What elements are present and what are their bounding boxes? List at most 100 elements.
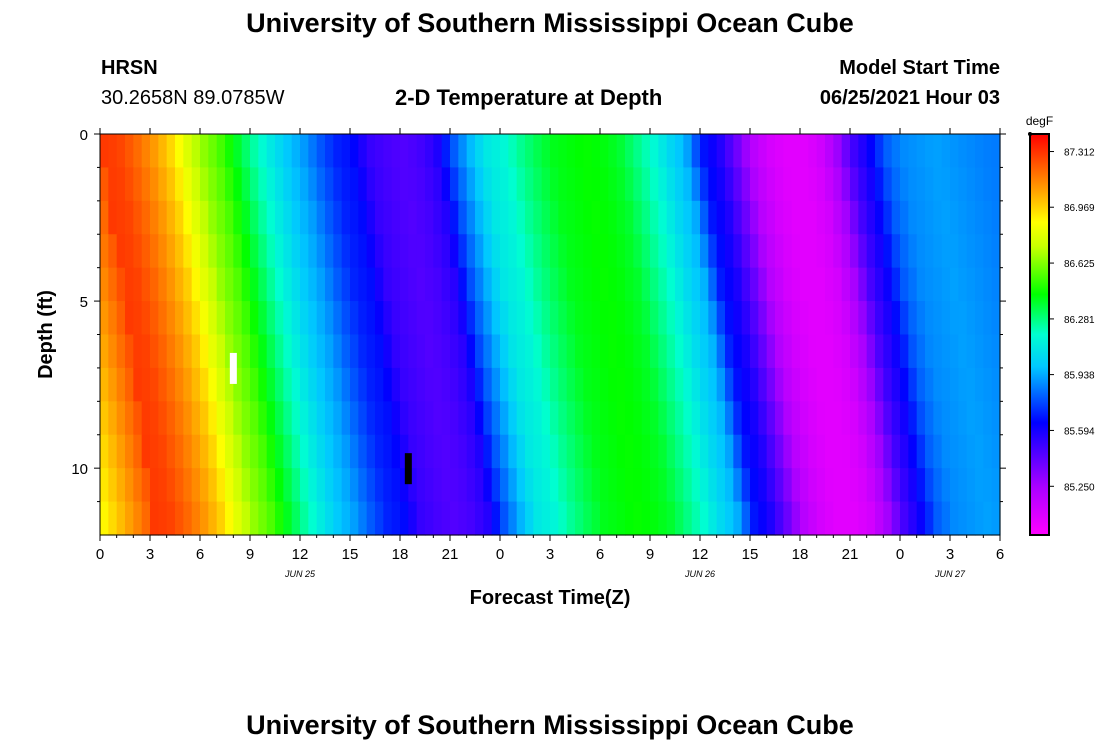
heatmap-cell	[225, 200, 234, 235]
heatmap-cell	[458, 334, 468, 369]
heatmap-cell	[166, 301, 176, 336]
heatmap-cell	[733, 334, 743, 369]
heatmap-cell	[733, 468, 743, 503]
heatmap-cell	[266, 234, 276, 269]
heatmap-cell	[591, 468, 601, 503]
heatmap-cell	[700, 301, 709, 336]
heatmap-cell	[600, 167, 609, 202]
heatmap-cell	[291, 267, 301, 302]
heatmap-cell	[808, 167, 818, 202]
heatmap-cell	[483, 267, 493, 302]
heatmap-cell	[325, 468, 334, 503]
heatmap-cell	[625, 434, 634, 469]
heatmap-cell	[108, 267, 118, 302]
heatmap-cell	[983, 234, 993, 269]
heatmap-cell	[241, 501, 251, 536]
heatmap-cell	[941, 468, 951, 503]
heatmap-cell	[258, 267, 268, 302]
heatmap-cell	[291, 401, 301, 436]
heatmap-cell	[191, 200, 201, 235]
heatmap-cell	[500, 334, 509, 369]
heatmap-cell	[966, 367, 976, 402]
heatmap-cell	[775, 468, 784, 503]
heatmap-cell	[983, 367, 993, 402]
heatmap-cell	[600, 234, 609, 269]
heatmap-cell	[108, 234, 118, 269]
heatmap-cell	[841, 434, 851, 469]
heatmap-cell	[616, 267, 626, 302]
heatmap-cell	[133, 501, 143, 536]
heatmap-cell	[475, 367, 484, 402]
heatmap-cell	[725, 134, 734, 169]
heatmap-cell	[175, 334, 184, 369]
heatmap-cell	[975, 134, 984, 169]
heatmap-cell	[641, 234, 651, 269]
heatmap-cell	[616, 434, 626, 469]
heatmap-cell	[608, 367, 618, 402]
heatmap-cell	[900, 367, 909, 402]
heatmap-cell	[750, 167, 759, 202]
heatmap-cell	[458, 301, 468, 336]
heatmap-cell	[925, 200, 934, 235]
heatmap-cell	[541, 301, 551, 336]
heatmap-cell	[433, 167, 443, 202]
heatmap-cell	[350, 501, 359, 536]
heatmap-cell	[125, 134, 134, 169]
heatmap-cell	[166, 200, 176, 235]
heatmap-cell	[158, 267, 168, 302]
heatmap-cell	[591, 234, 601, 269]
heatmap-cell	[533, 267, 543, 302]
heatmap-cell	[750, 134, 759, 169]
heatmap-cell	[316, 334, 326, 369]
heatmap-cell	[841, 167, 851, 202]
heatmap-cell	[433, 334, 443, 369]
heatmap-cell	[116, 167, 126, 202]
heatmap-cell	[808, 367, 818, 402]
heatmap-cell	[100, 267, 109, 302]
heatmap-cell	[766, 200, 776, 235]
heatmap-cell	[500, 301, 509, 336]
heatmap-cell	[516, 200, 526, 235]
heatmap-cell	[508, 167, 518, 202]
heatmap-cell	[191, 367, 201, 402]
heatmap-cell	[850, 334, 859, 369]
heatmap-cell	[616, 401, 626, 436]
heatmap-cell	[208, 200, 218, 235]
heatmap-cell	[425, 468, 434, 503]
model-start-label: Model Start Time	[839, 57, 1000, 79]
heatmap-cell	[916, 234, 926, 269]
plot-title: 2-D Temperature at Depth	[395, 85, 663, 110]
heatmap-cell	[525, 200, 534, 235]
heatmap-cell	[591, 167, 601, 202]
heatmap-cell	[925, 234, 934, 269]
heatmap-cell	[833, 501, 843, 536]
heatmap-cell	[975, 401, 984, 436]
heatmap-cell	[700, 468, 709, 503]
heatmap-cell	[258, 468, 268, 503]
heatmap-cell	[633, 301, 643, 336]
heatmap-cell	[425, 334, 434, 369]
heatmap-cell	[883, 434, 893, 469]
heatmap-cell	[958, 468, 968, 503]
heatmap-cell	[433, 234, 443, 269]
heatmap-cell	[108, 501, 118, 536]
x-tick-label: 3	[946, 546, 954, 563]
heatmap-cell	[525, 267, 534, 302]
heatmap-cell	[316, 401, 326, 436]
heatmap-cell	[733, 301, 743, 336]
heatmap-cell	[883, 367, 893, 402]
heatmap-cell	[266, 334, 276, 369]
heatmap-cell	[891, 167, 901, 202]
heatmap-cell	[941, 267, 951, 302]
heatmap-cell	[983, 501, 993, 536]
heatmap-cell	[333, 234, 343, 269]
heatmap-cell	[883, 200, 893, 235]
heatmap-cell	[883, 334, 893, 369]
heatmap-cell	[708, 334, 718, 369]
heatmap-cell	[650, 501, 659, 536]
heatmap-cell	[858, 167, 868, 202]
heatmap-cell	[975, 167, 984, 202]
heatmap-cell	[375, 501, 384, 536]
heatmap-cell	[891, 301, 901, 336]
heatmap-cell	[333, 401, 343, 436]
